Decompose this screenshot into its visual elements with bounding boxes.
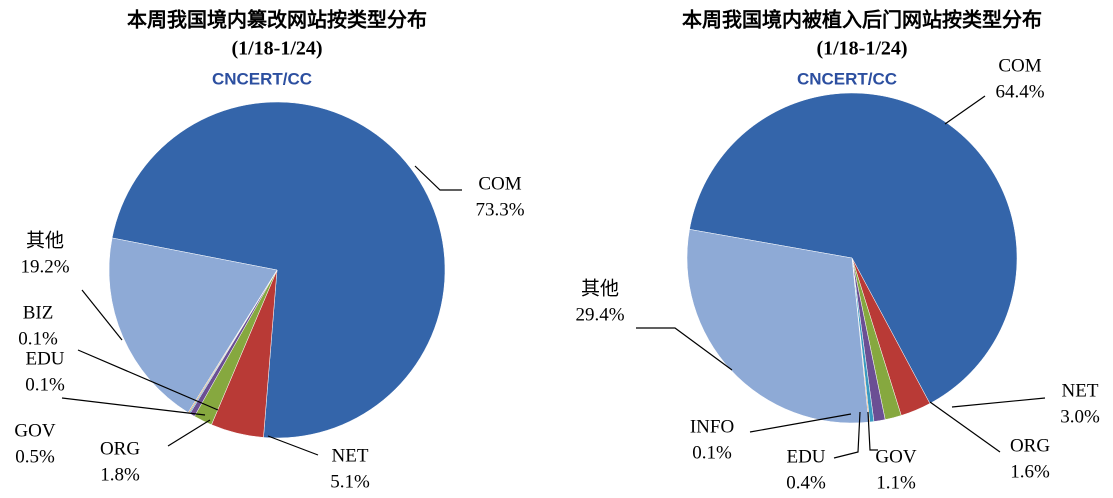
pie-slice bbox=[689, 92, 1018, 404]
slice-value: 0.1% bbox=[25, 374, 65, 395]
chart-subtitle: (1/18-1/24) bbox=[231, 38, 322, 60]
slice-value: 0.4% bbox=[786, 472, 826, 493]
slice-value: 64.4% bbox=[995, 81, 1044, 102]
leader-line bbox=[929, 401, 1001, 453]
leader-line bbox=[749, 413, 852, 433]
slice-name: INFO bbox=[690, 416, 734, 437]
slice-value: 5.1% bbox=[330, 471, 370, 492]
logo: CNCERT/CC bbox=[797, 69, 897, 88]
leader-line bbox=[167, 419, 211, 447]
slice-name: NET bbox=[1062, 380, 1099, 401]
leader-line bbox=[951, 397, 1046, 408]
slice-name: NET bbox=[332, 445, 369, 466]
slice-value: 0.1% bbox=[692, 442, 732, 463]
leader-line bbox=[833, 411, 861, 459]
pie-slice bbox=[686, 229, 870, 424]
leader-line bbox=[267, 435, 319, 456]
leader-line bbox=[81, 289, 123, 341]
logo: CNCERT/CC bbox=[212, 69, 312, 88]
slice-value: 0.5% bbox=[15, 446, 55, 467]
slice-value: 29.4% bbox=[575, 304, 624, 325]
slice-value: 19.2% bbox=[20, 256, 69, 277]
slice-value: 1.6% bbox=[1010, 461, 1050, 482]
slice-name: EDU bbox=[25, 348, 64, 369]
slice-value: 3.0% bbox=[1060, 406, 1100, 427]
slice-name: COM bbox=[478, 173, 521, 194]
pie-slice bbox=[108, 237, 278, 413]
slice-name: BIZ bbox=[23, 302, 54, 323]
slice-name: COM bbox=[998, 55, 1041, 76]
slice-value: 1.1% bbox=[876, 472, 916, 493]
slice-value: 73.3% bbox=[475, 199, 524, 220]
slice-value: 1.8% bbox=[100, 464, 140, 485]
slice-name: GOV bbox=[875, 446, 916, 467]
leader-line bbox=[414, 165, 462, 191]
leader-line bbox=[944, 95, 986, 125]
slice-name: EDU bbox=[786, 446, 825, 467]
leader-line bbox=[636, 327, 733, 371]
leader-line bbox=[77, 349, 219, 411]
chart-title: 本周我国境内篡改网站按类型分布 bbox=[127, 8, 427, 32]
slice-name: GOV bbox=[14, 420, 55, 441]
chart-title: 本周我国境内被植入后门网站按类型分布 bbox=[682, 8, 1042, 32]
slice-name: ORG bbox=[100, 438, 140, 459]
slice-value: 0.1% bbox=[18, 328, 58, 349]
leader-line bbox=[867, 411, 878, 451]
chart-subtitle: (1/18-1/24) bbox=[816, 38, 907, 60]
slice-name: 其他 bbox=[581, 277, 619, 299]
slice-name: 其他 bbox=[26, 229, 64, 251]
pie-slice bbox=[111, 101, 446, 439]
slice-name: ORG bbox=[1010, 435, 1050, 456]
leader-line bbox=[61, 397, 206, 416]
